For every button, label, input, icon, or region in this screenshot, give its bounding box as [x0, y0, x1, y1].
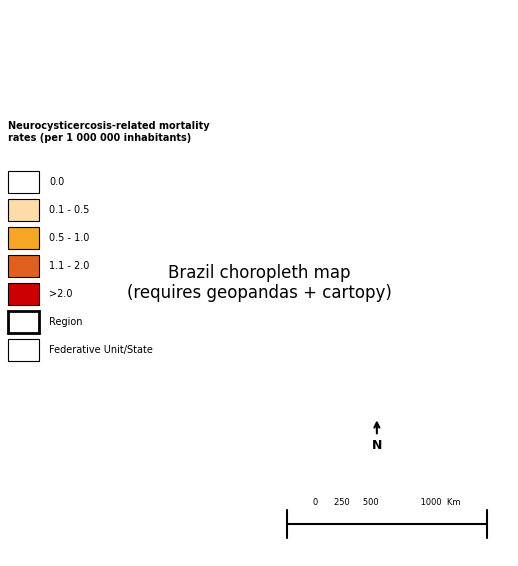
FancyBboxPatch shape	[8, 283, 39, 306]
Text: 0.0: 0.0	[49, 177, 64, 187]
Text: Federative Unit/State: Federative Unit/State	[49, 345, 153, 355]
Text: 1.1 - 2.0: 1.1 - 2.0	[49, 261, 89, 271]
Text: N: N	[372, 423, 382, 452]
FancyBboxPatch shape	[8, 227, 39, 250]
Text: >2.0: >2.0	[49, 289, 73, 299]
FancyBboxPatch shape	[8, 339, 39, 362]
Text: Neurocysticercosis-related mortality
rates (per 1 000 000 inhabitants): Neurocysticercosis-related mortality rat…	[8, 121, 209, 143]
FancyBboxPatch shape	[8, 311, 39, 333]
Text: 0      250     500                1000  Km: 0 250 500 1000 Km	[313, 498, 461, 507]
Text: 0.1 - 0.5: 0.1 - 0.5	[49, 205, 89, 215]
FancyBboxPatch shape	[8, 199, 39, 221]
Text: Brazil choropleth map
(requires geopandas + cartopy): Brazil choropleth map (requires geopanda…	[126, 264, 392, 302]
FancyBboxPatch shape	[8, 255, 39, 277]
Text: Region: Region	[49, 317, 82, 327]
FancyBboxPatch shape	[8, 171, 39, 194]
Text: 0.5 - 1.0: 0.5 - 1.0	[49, 233, 89, 243]
